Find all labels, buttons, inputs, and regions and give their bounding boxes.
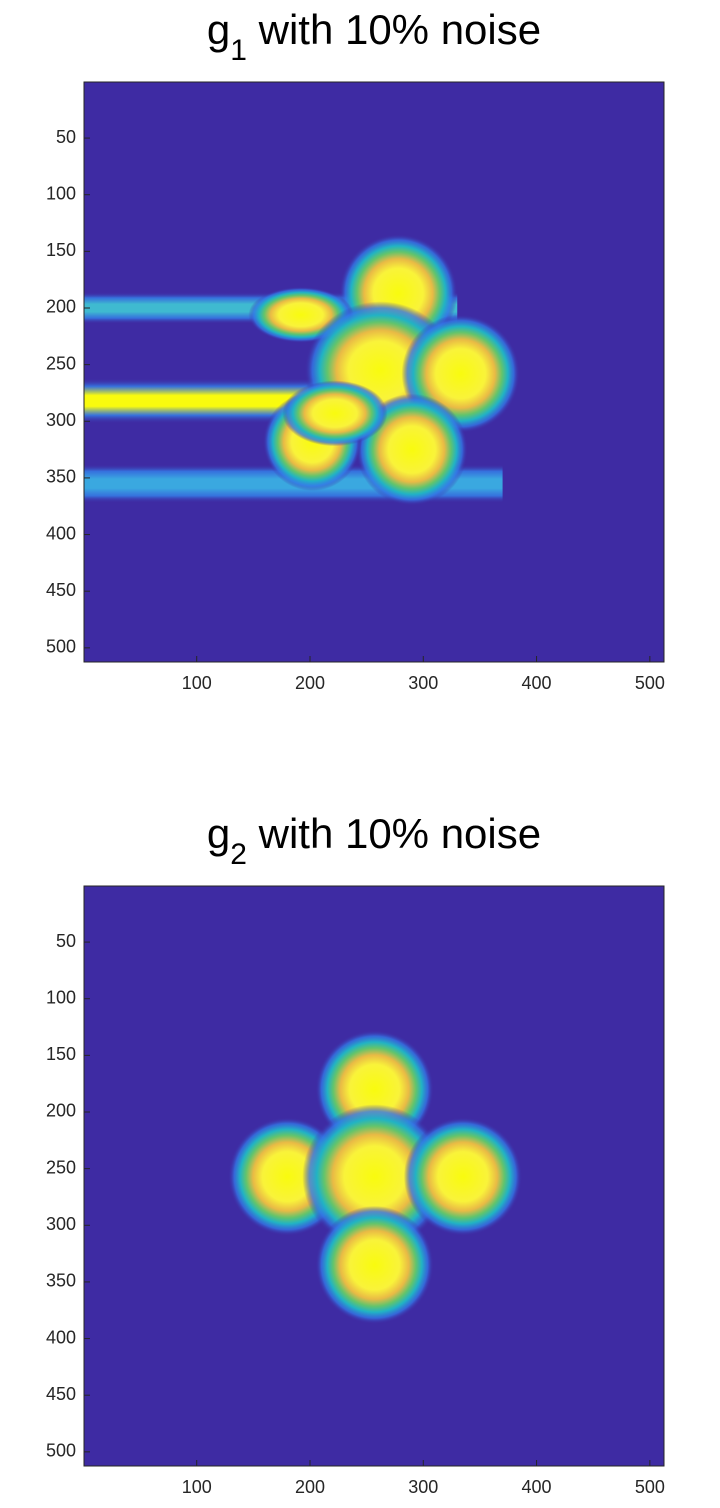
y-tick-label: 500 <box>46 637 76 657</box>
plot-area <box>84 82 664 662</box>
blob <box>403 1117 523 1236</box>
y-tick-label: 100 <box>46 987 76 1007</box>
x-tick-label: 500 <box>635 1477 665 1497</box>
title-subscript: 2 <box>230 838 247 871</box>
x-tick-label: 400 <box>522 1477 552 1497</box>
title-base: g <box>207 6 230 53</box>
axes-box <box>83 885 665 1467</box>
y-tick-label: 200 <box>46 1101 76 1121</box>
blob <box>282 380 388 447</box>
y-tick-label: 500 <box>46 1441 76 1461</box>
y-tick-label: 350 <box>46 1271 76 1291</box>
y-tick-label: 50 <box>56 931 76 951</box>
x-tick-label: 400 <box>522 673 552 693</box>
y-tick-label: 450 <box>46 580 76 600</box>
y-tick-label: 250 <box>46 353 76 373</box>
y-tick-label: 150 <box>46 1044 76 1064</box>
axes-box <box>83 81 665 663</box>
y-tick-label: 50 <box>56 127 76 147</box>
title-rest: with 10% noise <box>247 810 541 857</box>
y-tick-label: 100 <box>46 183 76 203</box>
blob <box>302 1104 447 1249</box>
y-tick-label: 300 <box>46 410 76 430</box>
panel: 100 200 300 400 500 50 100 150 200 250 300 350 400 45… <box>46 810 665 1497</box>
x-tick-label: 100 <box>182 1477 212 1497</box>
y-tick-label: 400 <box>46 523 76 543</box>
title-rest: with 10% noise <box>247 6 541 53</box>
x-tick-label: 100 <box>182 673 212 693</box>
y-tick-label: 400 <box>46 1327 76 1347</box>
x-tick-label: 200 <box>295 1477 325 1497</box>
chart-title: g1 with 10% noise <box>207 6 541 67</box>
y-tick-label: 250 <box>46 1157 76 1177</box>
y-tick-label: 450 <box>46 1384 76 1404</box>
blob <box>315 1205 434 1325</box>
title-base: g <box>207 810 230 857</box>
y-tick-label: 350 <box>46 467 76 487</box>
y-tick-label: 300 <box>46 1214 76 1234</box>
x-tick-label: 300 <box>408 1477 438 1497</box>
panel: 100 200 300 400 500 50 100 150 200 250 300 350 400 45… <box>46 6 665 693</box>
y-tick-label: 150 <box>46 240 76 260</box>
title-subscript: 1 <box>230 34 247 67</box>
x-tick-label: 500 <box>635 673 665 693</box>
y-tick-label: 200 <box>46 297 76 317</box>
x-tick-label: 300 <box>408 673 438 693</box>
plot-area <box>84 886 664 1466</box>
x-tick-label: 200 <box>295 673 325 693</box>
chart-title: g2 with 10% noise <box>207 810 541 871</box>
